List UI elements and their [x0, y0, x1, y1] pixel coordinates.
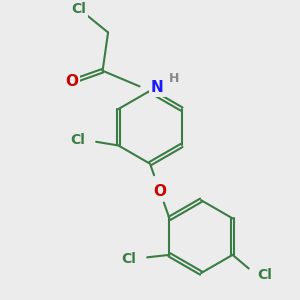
Text: Cl: Cl [71, 2, 86, 16]
Text: O: O [153, 184, 166, 199]
Text: H: H [169, 71, 179, 85]
Text: Cl: Cl [121, 251, 136, 266]
Text: N: N [151, 80, 164, 95]
Text: O: O [65, 74, 78, 89]
Text: Cl: Cl [257, 268, 272, 282]
Text: Cl: Cl [70, 133, 85, 147]
